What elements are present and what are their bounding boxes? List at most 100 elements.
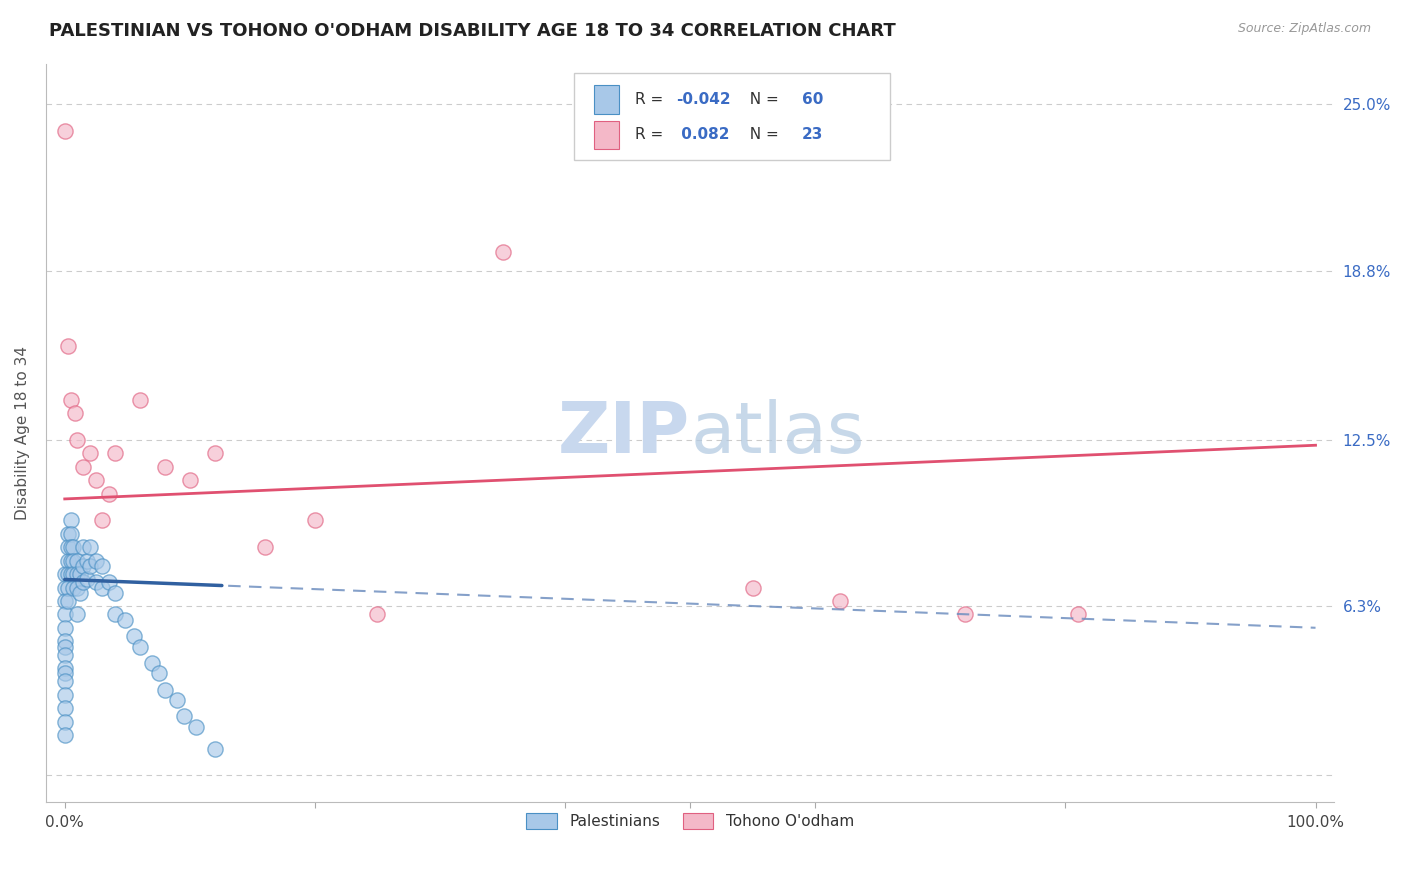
Point: [58, 526, 80, 541]
Point: [58, 554, 80, 568]
Point: [62, 581, 84, 595]
Point: [153, 682, 176, 697]
Point: [253, 541, 276, 555]
Point: [72, 559, 94, 574]
Point: [72, 541, 94, 555]
Text: 0.082: 0.082: [676, 128, 730, 143]
Point: [204, 741, 226, 756]
Point: [62, 567, 84, 582]
Point: [53, 124, 76, 138]
Point: [104, 607, 127, 622]
Text: 60: 60: [803, 92, 824, 107]
Point: [184, 720, 207, 734]
Point: [84, 554, 107, 568]
Point: [79, 559, 101, 574]
Point: [53, 634, 76, 648]
Point: [62, 554, 84, 568]
Point: [53, 567, 76, 582]
FancyBboxPatch shape: [574, 73, 890, 160]
Point: [79, 541, 101, 555]
Text: N =: N =: [741, 128, 785, 143]
Y-axis label: Disability Age 18 to 34: Disability Age 18 to 34: [15, 346, 30, 520]
Point: [62, 541, 84, 555]
Text: ZIP: ZIP: [558, 399, 690, 467]
Point: [76, 554, 98, 568]
Point: [59, 554, 82, 568]
Text: PALESTINIAN VS TOHONO O'ODHAM DISABILITY AGE 18 TO 34 CORRELATION CHART: PALESTINIAN VS TOHONO O'ODHAM DISABILITY…: [49, 22, 896, 40]
Bar: [593, 86, 619, 113]
Point: [53, 661, 76, 675]
Point: [58, 594, 80, 608]
Point: [104, 446, 127, 460]
Point: [84, 575, 107, 590]
Point: [53, 701, 76, 715]
Point: [59, 392, 82, 407]
Point: [53, 640, 76, 654]
Text: -0.042: -0.042: [676, 92, 731, 107]
Point: [91, 559, 114, 574]
Point: [53, 594, 76, 608]
Point: [91, 513, 114, 527]
Point: [66, 554, 89, 568]
Text: R =: R =: [634, 92, 668, 107]
Point: [304, 513, 326, 527]
Point: [91, 581, 114, 595]
Point: [66, 607, 89, 622]
Point: [204, 446, 226, 460]
Point: [63, 406, 86, 420]
Point: [104, 586, 127, 600]
Point: [491, 244, 513, 259]
Point: [66, 433, 89, 447]
Point: [53, 621, 76, 635]
Point: [59, 541, 82, 555]
Point: [72, 575, 94, 590]
Point: [59, 513, 82, 527]
Point: [69, 567, 91, 582]
Point: [53, 714, 76, 729]
Bar: [593, 121, 619, 149]
Point: [76, 573, 98, 587]
Point: [59, 567, 82, 582]
Point: [97, 575, 120, 590]
Point: [141, 656, 163, 670]
Point: [53, 688, 76, 702]
Point: [58, 581, 80, 595]
Point: [58, 541, 80, 555]
Point: [128, 640, 150, 654]
Legend: Palestinians, Tohono O'odham: Palestinians, Tohono O'odham: [520, 807, 860, 835]
Point: [66, 581, 89, 595]
Point: [53, 674, 76, 689]
Point: [79, 446, 101, 460]
Point: [53, 648, 76, 662]
Point: [166, 693, 188, 707]
Text: R =: R =: [634, 128, 668, 143]
Point: [122, 629, 145, 643]
Text: atlas: atlas: [690, 399, 865, 467]
Point: [128, 392, 150, 407]
Point: [69, 586, 91, 600]
Point: [53, 581, 76, 595]
Text: Source: ZipAtlas.com: Source: ZipAtlas.com: [1237, 22, 1371, 36]
Point: [1067, 607, 1090, 622]
Point: [72, 459, 94, 474]
Point: [53, 666, 76, 681]
Point: [58, 567, 80, 582]
Point: [58, 339, 80, 353]
Point: [955, 607, 977, 622]
Point: [59, 526, 82, 541]
Point: [173, 709, 195, 723]
Point: [114, 613, 136, 627]
Point: [97, 486, 120, 500]
Point: [66, 567, 89, 582]
Point: [53, 728, 76, 742]
Text: 23: 23: [803, 128, 824, 143]
Point: [179, 473, 201, 487]
Point: [366, 607, 388, 622]
Point: [153, 459, 176, 474]
Point: [53, 607, 76, 622]
Point: [148, 666, 170, 681]
Point: [741, 581, 763, 595]
Point: [830, 594, 852, 608]
Point: [84, 473, 107, 487]
Text: N =: N =: [741, 92, 785, 107]
